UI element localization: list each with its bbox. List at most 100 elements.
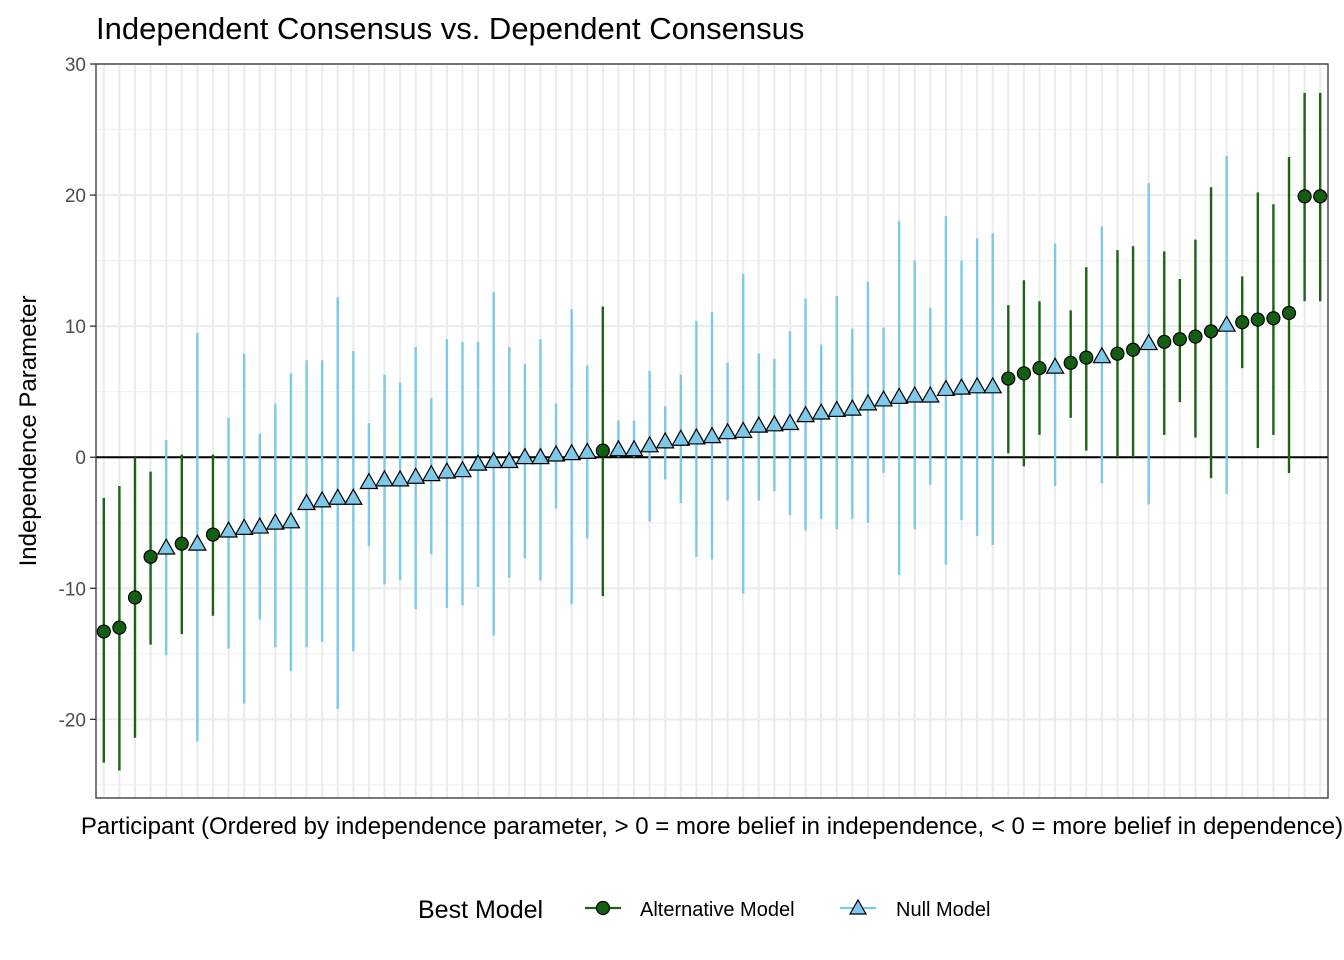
data-point-alternative xyxy=(1281,305,1297,321)
data-point-null xyxy=(265,513,285,530)
data-point-null xyxy=(920,385,940,403)
chart-title: Independent Consensus vs. Dependent Cons… xyxy=(96,11,804,46)
data-points xyxy=(96,189,1328,639)
data-point-null xyxy=(234,518,254,535)
data-point-null xyxy=(390,469,410,487)
data-point-alternative xyxy=(1266,311,1281,326)
data-point-null xyxy=(328,488,348,505)
y-tick-label: -10 xyxy=(59,579,86,600)
data-point-alternative xyxy=(1032,360,1047,376)
data-point-null xyxy=(499,451,519,469)
y-tick-label: 20 xyxy=(65,186,86,207)
data-point-null xyxy=(608,439,628,457)
data-point-null xyxy=(359,472,379,490)
legend-label-null: Null Model xyxy=(896,899,990,921)
data-point-null xyxy=(1045,357,1065,374)
data-point-alternative xyxy=(595,443,610,458)
data-point-alternative xyxy=(96,624,111,639)
data-point-null xyxy=(374,469,395,487)
data-point-null xyxy=(421,464,441,482)
legend: Best Model Alternative Model Null Model xyxy=(418,896,990,924)
data-point-null xyxy=(546,444,566,462)
plot-border xyxy=(95,63,1329,799)
data-point-alternative xyxy=(1250,312,1265,327)
data-point-alternative xyxy=(127,590,143,605)
data-point-alternative xyxy=(1110,346,1125,361)
data-point-null xyxy=(1092,346,1112,364)
data-point-null xyxy=(811,402,831,420)
data-point-null xyxy=(468,454,488,471)
data-point-alternative xyxy=(174,536,189,551)
data-point-null xyxy=(967,376,987,394)
data-point-null xyxy=(780,413,800,431)
data-point-null xyxy=(515,447,535,465)
data-point-null xyxy=(858,393,878,411)
data-point-null xyxy=(406,467,426,484)
data-point-alternative xyxy=(1313,189,1328,204)
data-point-alternative xyxy=(1235,315,1250,330)
data-point-null xyxy=(437,461,457,479)
data-point-alternative xyxy=(205,527,221,542)
y-axis-ticks: 30 20 10 0 -10 -20 xyxy=(59,55,96,731)
data-point-null xyxy=(764,414,784,432)
data-point-null xyxy=(889,387,909,404)
y-tick-label: 10 xyxy=(65,317,86,338)
data-point-null xyxy=(624,439,644,457)
data-point-null xyxy=(951,378,972,395)
data-point-null xyxy=(796,405,816,423)
legend-key-null-triangle xyxy=(848,898,868,915)
data-point-null xyxy=(718,422,738,440)
data-point-alternative xyxy=(1125,342,1141,357)
data-point-alternative xyxy=(112,620,127,635)
y-axis-title: Independence Parameter xyxy=(15,296,42,567)
legend-entry-alternative: Alternative Model xyxy=(585,899,795,921)
data-point-null xyxy=(702,426,722,444)
data-point-null xyxy=(640,435,660,453)
data-point-null xyxy=(281,511,301,529)
data-point-null xyxy=(827,400,847,418)
data-point-null xyxy=(749,416,769,433)
data-point-null xyxy=(562,443,582,461)
legend-entry-null: Null Model xyxy=(840,898,990,921)
data-point-alternative xyxy=(1079,350,1094,365)
data-point-alternative xyxy=(143,549,158,564)
data-point-null xyxy=(219,520,239,538)
data-point-null xyxy=(187,534,207,551)
data-point-null xyxy=(530,447,550,465)
data-point-null xyxy=(577,442,597,459)
y-tick-label: -20 xyxy=(59,710,86,731)
legend-title: Best Model xyxy=(418,896,543,924)
data-point-null xyxy=(250,516,270,534)
data-point-null xyxy=(686,427,706,445)
data-point-null xyxy=(733,421,753,438)
data-point-null xyxy=(655,431,675,449)
data-point-alternative xyxy=(1297,189,1312,204)
data-point-null xyxy=(936,379,956,397)
data-point-alternative xyxy=(1063,355,1078,370)
data-point-alternative xyxy=(1172,332,1187,347)
data-point-null xyxy=(671,429,691,446)
data-point-alternative xyxy=(1016,366,1031,381)
data-point-alternative xyxy=(1157,334,1172,349)
data-point-alternative xyxy=(1203,324,1219,339)
data-point-alternative xyxy=(1001,371,1016,386)
data-point-null xyxy=(842,399,862,416)
data-point-null xyxy=(312,490,332,508)
data-point-null xyxy=(874,389,894,407)
data-point-null xyxy=(452,460,473,478)
x-axis-title: Participant (Ordered by independence par… xyxy=(81,813,1343,840)
y-tick-label: 30 xyxy=(65,55,86,76)
data-point-null xyxy=(983,376,1003,394)
data-point-null xyxy=(156,537,176,555)
data-point-null xyxy=(1139,333,1159,351)
legend-key-alternative-circle xyxy=(595,900,611,916)
data-point-null xyxy=(484,451,504,469)
data-point-null xyxy=(1217,315,1237,332)
data-point-null xyxy=(296,493,317,511)
data-point-alternative xyxy=(1188,329,1203,344)
data-point-null xyxy=(343,488,363,505)
legend-label-alternative: Alternative Model xyxy=(640,899,795,921)
y-tick-label: 0 xyxy=(75,448,86,469)
data-point-null xyxy=(905,385,925,403)
